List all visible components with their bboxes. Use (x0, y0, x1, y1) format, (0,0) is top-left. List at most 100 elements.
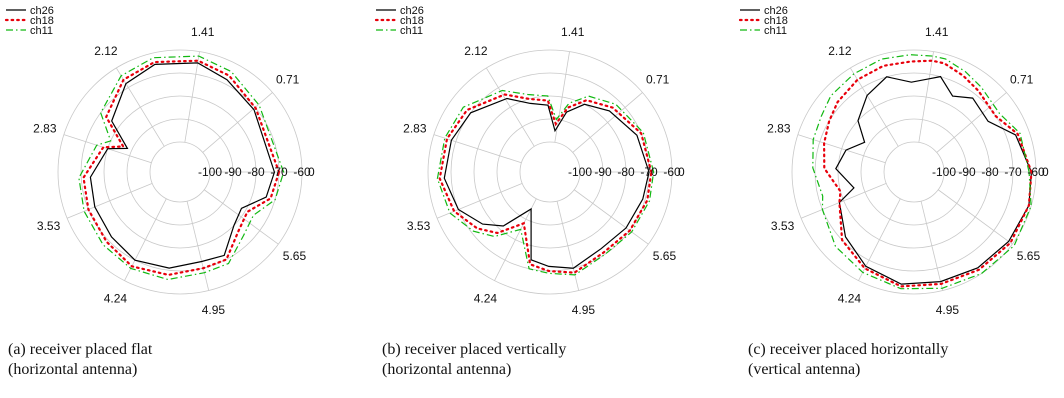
polar-chart-a: 0 0.71 1.41 2.12 2.83 3.53 4.24 4.95 5.65 -100 -90… (0, 0, 340, 398)
grid-spoke (66, 182, 153, 219)
grid-spoke (556, 201, 580, 291)
legend-label-ch18: ch18 (764, 15, 788, 27)
series-line-ch11 (812, 54, 1032, 290)
caption-b-line1: (b) receiver placed vertically (382, 341, 567, 358)
legend-label-ch11: ch11 (30, 25, 53, 37)
angle-tick-label: 1.41 (561, 25, 585, 39)
series-line-ch11 (436, 89, 655, 276)
series-line-ch26 (89, 62, 275, 269)
grid-spoke (554, 51, 570, 143)
grid-spoke (858, 198, 901, 281)
radial-tick-label: -70 (640, 165, 658, 179)
radial-tick-label: -100 (568, 165, 592, 179)
angle-tick-label: 0 (678, 165, 685, 179)
radial-tick-label: -60 (1027, 165, 1045, 179)
radial-tick-label: -90 (958, 165, 976, 179)
legend-label-ch11: ch11 (400, 25, 423, 37)
series-line-ch26 (835, 75, 1032, 285)
radial-tick-label: -100 (932, 165, 956, 179)
grid-spoke (937, 189, 1013, 245)
angle-tick-label: 2.83 (767, 121, 791, 135)
grid-spoke (115, 67, 165, 147)
polar-plot-a: 0 0.71 1.41 2.12 2.83 3.53 4.24 4.95 5.65 -100 -90… (4, 5, 315, 317)
series-line-ch26 (443, 97, 650, 269)
grid-spoke (797, 134, 886, 164)
angle-tick-label: 3.53 (407, 219, 431, 233)
angle-tick-label: 1.41 (925, 25, 949, 39)
polar-chart-b: 0 0.71 1.41 2.12 2.83 3.53 4.24 4.95 5.65 -100 -90… (370, 0, 710, 398)
grid-spoke (918, 51, 934, 143)
caption-c: (c) receiver placed horizontally (vertic… (748, 340, 948, 380)
caption-a-line1: (a) receiver placed flat (8, 341, 153, 358)
legend-label-ch18: ch18 (30, 15, 54, 27)
grid-spoke (573, 189, 649, 245)
grid-a (57, 49, 303, 295)
grid-spoke (494, 198, 537, 281)
radial-tick-label: -90 (224, 165, 242, 179)
radial-tick-label: -60 (293, 165, 311, 179)
legend-label-ch11: ch11 (764, 25, 787, 37)
angle-tick-label: 2.12 (828, 44, 852, 58)
polar-chart-c: 0 0.71 1.41 2.12 2.83 3.53 4.24 4.95 5.65 -100 -90… (734, 0, 1064, 398)
angle-tick-label: 4.95 (572, 303, 596, 317)
polar-plot-c: 0 0.71 1.41 2.12 2.83 3.53 4.24 4.95 5.65 -100 -90… (738, 5, 1049, 317)
grid-spoke (436, 182, 523, 219)
angle-tick-label: 0.71 (276, 72, 300, 86)
series-line-ch18 (822, 59, 1033, 288)
angle-tick-label: 4.24 (474, 291, 498, 305)
angle-tick-label: 3.53 (771, 219, 795, 233)
grid-c (791, 49, 1037, 295)
radial-tick-label: -70 (270, 165, 288, 179)
angle-tick-label: 2.83 (403, 121, 427, 135)
angle-tick-label: 0 (1042, 165, 1049, 179)
angle-tick-label: 2.12 (464, 44, 488, 58)
legend-label-ch26: ch26 (764, 5, 788, 17)
radial-tick-label: -100 (198, 165, 222, 179)
caption-c-line2: (vertical antenna) (748, 361, 861, 378)
angle-tick-label: 0 (308, 165, 315, 179)
legend-label-ch26: ch26 (30, 5, 54, 17)
radial-tick-label: -70 (1004, 165, 1022, 179)
grid-spoke (800, 182, 887, 219)
grid-spoke (202, 92, 273, 153)
angle-tick-label: 0.71 (646, 72, 670, 86)
grid-spoke (203, 189, 279, 245)
series-line-ch18 (438, 93, 653, 274)
polar-plot-b: 0 0.71 1.41 2.12 2.83 3.53 4.24 4.95 5.65 -100 -90… (374, 5, 685, 317)
caption-a: (a) receiver placed flat (horizontal ant… (8, 340, 152, 380)
caption-a-line2: (horizontal antenna) (8, 361, 138, 378)
grid-spoke (849, 67, 899, 147)
grid-spoke (920, 201, 944, 291)
grid-spoke (485, 67, 535, 147)
radial-tick-label: -80 (617, 165, 635, 179)
legend-label-ch26: ch26 (400, 5, 424, 17)
angle-tick-label: 5.65 (1017, 249, 1041, 263)
caption-b: (b) receiver placed vertically (horizont… (382, 340, 566, 380)
radial-tick-label: -60 (663, 165, 681, 179)
grid-spoke (572, 92, 643, 153)
angle-tick-label: 4.24 (838, 291, 862, 305)
angle-tick-label: 2.12 (94, 44, 118, 58)
angle-tick-label: 3.53 (37, 219, 61, 233)
angle-tick-label: 4.24 (104, 291, 128, 305)
series-line-ch18 (82, 59, 281, 277)
caption-c-line1: (c) receiver placed horizontally (748, 341, 949, 358)
angle-tick-label: 4.95 (202, 303, 226, 317)
grid-b (427, 49, 673, 295)
angle-tick-label: 2.83 (33, 121, 57, 135)
grid-spoke (186, 201, 210, 291)
radial-tick-label: -80 (247, 165, 265, 179)
series-line-ch11 (78, 55, 285, 281)
grid-spoke (184, 51, 200, 143)
caption-b-line2: (horizontal antenna) (382, 361, 512, 378)
angle-tick-label: 4.95 (936, 303, 960, 317)
angle-tick-label: 5.65 (653, 249, 677, 263)
grid-spoke (433, 134, 522, 164)
radial-tick-label: -80 (981, 165, 999, 179)
grid-spoke (936, 92, 1007, 153)
radial-tick-label: -90 (594, 165, 612, 179)
legend-label-ch18: ch18 (400, 15, 424, 27)
